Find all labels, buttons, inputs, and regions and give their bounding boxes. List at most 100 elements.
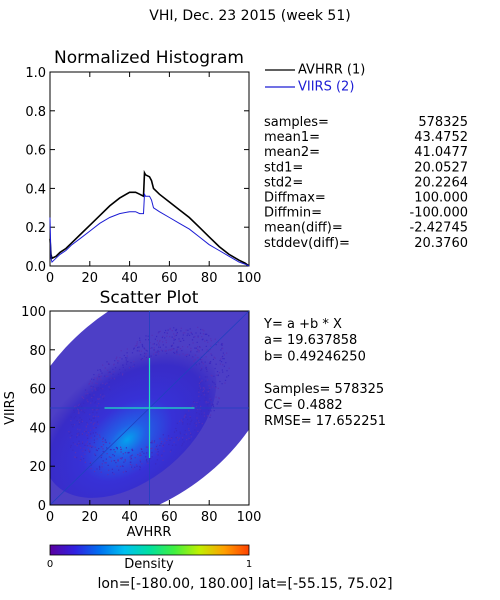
density-speck xyxy=(98,378,100,380)
density-speck xyxy=(117,362,119,364)
density-speck xyxy=(175,334,177,336)
density-speck xyxy=(107,464,109,466)
density-speck xyxy=(95,432,97,434)
density-speck xyxy=(189,432,192,434)
density-speck xyxy=(102,450,104,453)
density-speck xyxy=(131,449,133,451)
density-speck xyxy=(150,448,152,450)
density-speck xyxy=(182,423,184,425)
density-speck xyxy=(85,425,87,427)
density-speck xyxy=(193,336,195,338)
density-speck xyxy=(77,412,79,414)
density-speck xyxy=(112,472,114,474)
density-speck xyxy=(138,346,140,348)
scatter-ytick-label: 100 xyxy=(21,305,46,320)
density-speck xyxy=(116,448,118,450)
density-speck xyxy=(161,454,163,456)
stat-value: 43.4752 xyxy=(414,130,468,145)
density-speck xyxy=(213,375,215,377)
density-speck xyxy=(170,345,173,347)
density-speck xyxy=(195,332,197,334)
density-speck xyxy=(178,437,181,439)
density-speck xyxy=(201,423,203,425)
density-speck xyxy=(83,402,85,404)
density-speck xyxy=(165,346,167,348)
density-speck xyxy=(101,446,103,448)
density-speck xyxy=(208,409,210,412)
stat-value: -100.000 xyxy=(410,206,468,221)
density-speck xyxy=(216,371,219,373)
density-speck xyxy=(198,363,200,365)
density-speck xyxy=(79,417,81,419)
density-speck xyxy=(150,458,152,460)
density-speck xyxy=(186,334,188,337)
density-speck xyxy=(161,455,163,457)
density-speck xyxy=(208,350,210,352)
stat-value: 578325 xyxy=(418,115,468,130)
density-speck xyxy=(185,413,187,415)
density-speck xyxy=(200,369,202,371)
density-speck xyxy=(156,335,158,338)
scatter-ytick-label: 0 xyxy=(38,499,46,514)
density-speck xyxy=(91,400,93,402)
density-speck xyxy=(200,328,202,331)
density-speck xyxy=(217,341,219,343)
density-speck xyxy=(113,455,115,457)
density-speck xyxy=(146,452,148,454)
density-speck xyxy=(104,439,106,441)
stat-label: std1= xyxy=(264,160,303,175)
density-speck xyxy=(203,412,205,414)
density-speck xyxy=(216,374,218,376)
density-speck xyxy=(78,421,80,423)
density-speck xyxy=(90,385,92,387)
density-speck xyxy=(188,344,191,346)
density-speck xyxy=(206,339,208,341)
density-speck xyxy=(182,439,184,441)
density-speck xyxy=(108,456,110,458)
density-speck xyxy=(131,454,133,456)
density-speck xyxy=(219,359,221,362)
density-speck xyxy=(101,463,103,465)
density-speck xyxy=(214,383,216,385)
density-speck xyxy=(118,360,120,362)
density-speck xyxy=(128,451,130,454)
scatter-xtick-label: 100 xyxy=(237,510,262,525)
density-speck xyxy=(187,329,189,331)
density-speck xyxy=(112,368,114,370)
density-speck xyxy=(116,360,118,362)
density-speck xyxy=(100,384,102,386)
density-speck xyxy=(205,365,207,367)
density-speck xyxy=(72,449,74,451)
density-speck xyxy=(141,451,143,453)
density-speck xyxy=(162,344,164,346)
density-speck xyxy=(86,445,88,447)
density-speck xyxy=(141,358,143,360)
density-speck xyxy=(98,376,100,378)
density-speck xyxy=(173,339,175,341)
scatter-reference-lines xyxy=(49,310,250,506)
density-speck xyxy=(213,382,215,384)
density-speck xyxy=(73,411,75,413)
density-speck xyxy=(83,458,85,460)
density-speck xyxy=(169,451,171,453)
density-speck xyxy=(108,362,110,364)
density-speck xyxy=(174,351,176,354)
density-speck xyxy=(203,390,205,392)
density-speck xyxy=(85,431,87,433)
density-speck xyxy=(96,421,98,423)
density-speck xyxy=(166,332,168,334)
density-speck xyxy=(87,401,89,403)
density-speck xyxy=(127,360,129,363)
density-speck xyxy=(212,358,214,360)
density-speck xyxy=(145,353,147,355)
density-speck xyxy=(130,457,132,459)
density-speck xyxy=(173,327,175,329)
density-speck xyxy=(208,402,210,404)
density-speck xyxy=(205,368,208,370)
density-speck xyxy=(159,330,161,332)
density-speck xyxy=(167,435,170,437)
density-speck xyxy=(212,406,215,408)
density-speck xyxy=(100,375,103,377)
density-speck xyxy=(170,449,172,451)
